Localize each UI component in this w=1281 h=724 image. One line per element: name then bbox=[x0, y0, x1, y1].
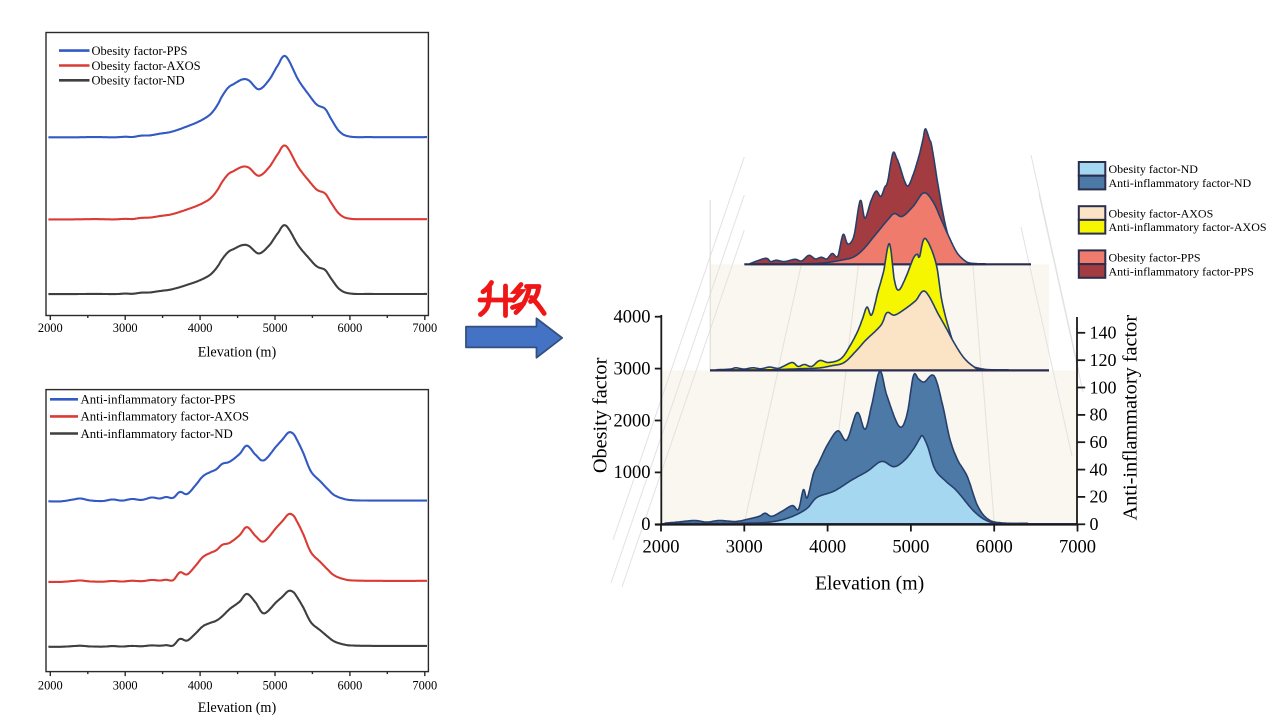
svg-text:3000: 3000 bbox=[726, 538, 763, 558]
svg-text:120: 120 bbox=[1090, 350, 1117, 370]
svg-text:Obesity factor-ND: Obesity factor-ND bbox=[92, 74, 185, 88]
svg-text:4000: 4000 bbox=[614, 308, 651, 328]
svg-text:2000: 2000 bbox=[38, 321, 63, 335]
svg-text:Obesity factor: Obesity factor bbox=[589, 357, 611, 473]
svg-text:2000: 2000 bbox=[643, 538, 680, 558]
svg-text:80: 80 bbox=[1090, 405, 1108, 425]
svg-text:7000: 7000 bbox=[1059, 538, 1096, 558]
svg-text:Anti-inflammatory factor-AXOS: Anti-inflammatory factor-AXOS bbox=[81, 410, 250, 424]
svg-text:7000: 7000 bbox=[412, 679, 437, 693]
svg-text:4000: 4000 bbox=[188, 679, 213, 693]
svg-text:20: 20 bbox=[1090, 487, 1108, 507]
svg-text:5000: 5000 bbox=[263, 679, 288, 693]
svg-text:Obesity factor-AXOS: Obesity factor-AXOS bbox=[1109, 206, 1214, 220]
svg-text:3000: 3000 bbox=[614, 359, 651, 379]
svg-text:6000: 6000 bbox=[338, 679, 363, 693]
svg-text:60: 60 bbox=[1090, 432, 1108, 452]
svg-text:5000: 5000 bbox=[892, 538, 929, 558]
svg-text:Obesity factor-ND: Obesity factor-ND bbox=[1109, 162, 1199, 176]
svg-text:0: 0 bbox=[641, 515, 650, 535]
svg-text:7000: 7000 bbox=[412, 321, 437, 335]
svg-text:5000: 5000 bbox=[263, 321, 288, 335]
svg-text:Elevation (m): Elevation (m) bbox=[198, 700, 277, 716]
svg-text:Anti-inflammatory factor-ND: Anti-inflammatory factor-ND bbox=[1109, 176, 1252, 190]
svg-text:Anti-inflammatory factor-ND: Anti-inflammatory factor-ND bbox=[81, 427, 233, 441]
svg-text:Anti-inflammatory factor: Anti-inflammatory factor bbox=[1120, 315, 1142, 521]
svg-text:100: 100 bbox=[1090, 377, 1117, 397]
svg-text:3000: 3000 bbox=[113, 679, 138, 693]
svg-text:Obesity factor-PPS: Obesity factor-PPS bbox=[92, 44, 188, 58]
svg-text:2000: 2000 bbox=[614, 411, 651, 431]
svg-text:Elevation (m): Elevation (m) bbox=[198, 345, 277, 361]
svg-text:6000: 6000 bbox=[976, 538, 1013, 558]
svg-text:140: 140 bbox=[1090, 323, 1117, 343]
svg-text:Obesity factor-PPS: Obesity factor-PPS bbox=[1109, 251, 1201, 265]
svg-text:Elevation (m): Elevation (m) bbox=[815, 573, 924, 595]
svg-text:4000: 4000 bbox=[809, 538, 846, 558]
svg-text:40: 40 bbox=[1090, 459, 1108, 479]
svg-text:4000: 4000 bbox=[188, 321, 213, 335]
svg-text:Obesity factor-AXOS: Obesity factor-AXOS bbox=[92, 59, 201, 73]
svg-text:Anti-inflammatory factor-AXOS: Anti-inflammatory factor-AXOS bbox=[1109, 220, 1267, 234]
svg-text:3000: 3000 bbox=[113, 321, 138, 335]
svg-text:2000: 2000 bbox=[38, 679, 63, 693]
svg-text:Anti-inflammatory factor-PPS: Anti-inflammatory factor-PPS bbox=[1109, 264, 1254, 278]
svg-text:6000: 6000 bbox=[338, 321, 363, 335]
svg-text:1000: 1000 bbox=[614, 463, 651, 483]
svg-text:Anti-inflammatory factor-PPS: Anti-inflammatory factor-PPS bbox=[81, 393, 236, 407]
svg-text:0: 0 bbox=[1090, 514, 1099, 534]
